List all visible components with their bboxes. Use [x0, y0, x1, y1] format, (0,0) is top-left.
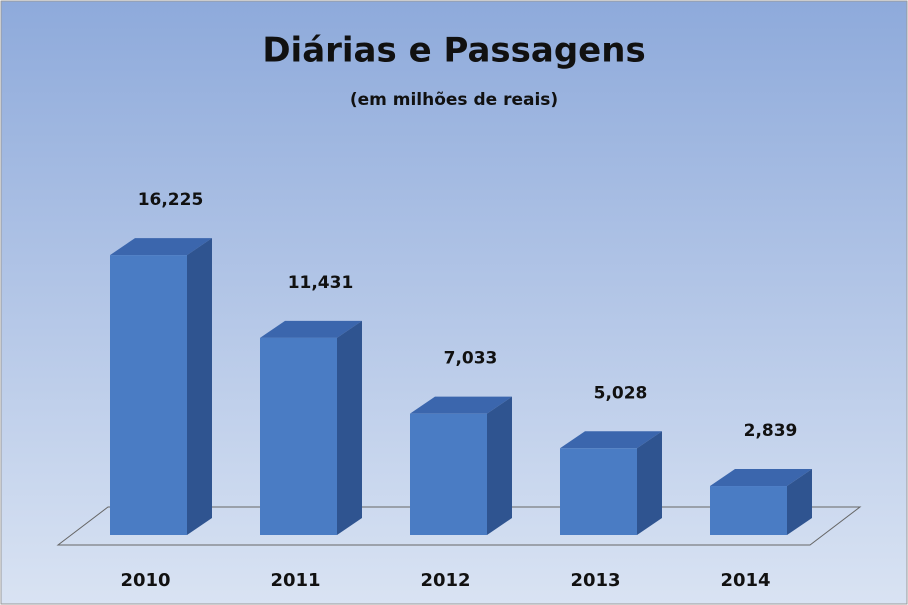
x-tick-label: 2014: [720, 570, 770, 591]
bar-side: [187, 238, 212, 535]
data-label: 5,028: [594, 383, 648, 403]
data-label: 2,839: [744, 421, 798, 441]
x-tick-label: 2010: [120, 570, 170, 591]
bar-side: [337, 320, 362, 535]
bar-side: [787, 469, 812, 535]
x-tick-label: 2012: [420, 570, 470, 591]
x-tick-label: 2013: [570, 570, 620, 591]
bar: [260, 337, 337, 535]
data-label: 16,225: [138, 190, 204, 210]
bar: [710, 486, 787, 535]
bar-side: [637, 431, 662, 535]
bar-side: [487, 396, 512, 535]
bar-top: [710, 469, 812, 487]
x-tick-label: 2011: [270, 570, 320, 591]
chart-subtitle: (em milhões de reais): [350, 90, 558, 110]
bar-top: [110, 238, 212, 256]
bar-top: [560, 431, 662, 449]
chart-title: Diárias e Passagens: [262, 31, 645, 71]
data-label: 7,033: [444, 349, 498, 369]
floor: [56, 506, 862, 546]
bar: [560, 448, 637, 535]
bar-top: [410, 396, 512, 414]
bar: [110, 255, 187, 535]
data-label: 11,431: [288, 273, 354, 293]
bar: [410, 413, 487, 535]
bar-top: [260, 320, 362, 338]
